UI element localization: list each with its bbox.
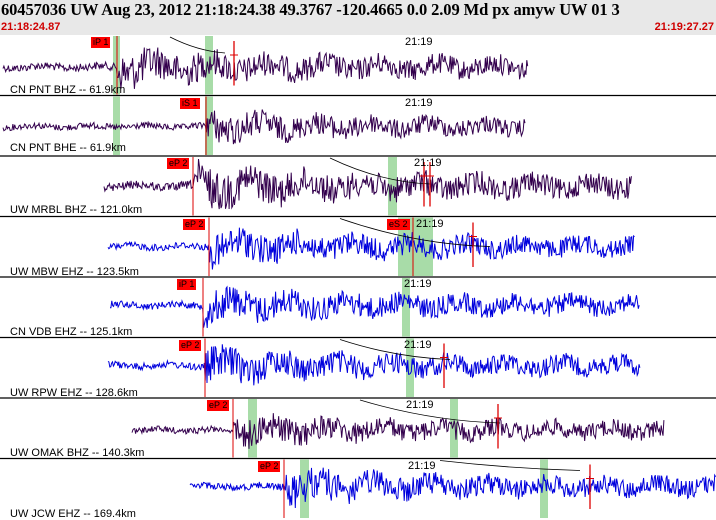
pick-flag[interactable]: eP 2 bbox=[183, 218, 206, 230]
event-header: 60457036 UW Aug 23, 2012 21:18:24.38 49.… bbox=[0, 0, 716, 35]
seismogram-trace bbox=[107, 344, 641, 386]
theoretical-arrival-curve bbox=[439, 460, 581, 471]
pick-window-band bbox=[388, 157, 397, 216]
pick-flag[interactable]: iS 1 bbox=[180, 97, 200, 109]
pick-window-band bbox=[406, 338, 414, 397]
event-title: 60457036 UW Aug 23, 2012 21:18:24.38 49.… bbox=[1, 0, 620, 19]
seismogram-trace bbox=[103, 158, 632, 210]
seismogram-trace bbox=[131, 413, 665, 449]
seismogram-trace bbox=[2, 109, 526, 145]
minute-tick-label: 21:19 bbox=[404, 278, 432, 290]
seismogram-trace bbox=[2, 47, 529, 89]
theoretical-arrival-curve bbox=[359, 399, 501, 424]
seismogram-trace bbox=[107, 227, 635, 270]
pick-window-band bbox=[398, 217, 407, 276]
theoretical-arrival-curve bbox=[339, 339, 451, 360]
minute-tick-label: 21:19 bbox=[405, 36, 433, 48]
seismogram-trace bbox=[110, 285, 640, 329]
minute-tick-label: 21:19 bbox=[404, 338, 432, 351]
pick-window-band bbox=[450, 399, 458, 458]
seismogram-panel[interactable]: 21:19 iP 1 CN PNT BHZ -- 61.9km 21:19 iS 1 CN… bbox=[0, 35, 716, 520]
start-time: 21:18:24.87 bbox=[1, 21, 61, 33]
pick-flag[interactable]: eP 2 bbox=[179, 339, 202, 351]
pick-flag[interactable]: eP 2 bbox=[167, 158, 190, 169]
theoretical-arrival-curve bbox=[169, 36, 226, 54]
station-label: CN VDB EHZ -- 125.1km bbox=[10, 326, 133, 338]
pick-window-band bbox=[205, 36, 213, 95]
station-label: UW RPW EHZ -- 128.6km bbox=[10, 386, 138, 399]
station-label: CN PNT BHE -- 61.9km bbox=[10, 141, 126, 154]
pick-flag[interactable]: iP 1 bbox=[177, 279, 197, 290]
pick-window-band bbox=[402, 278, 410, 337]
pick-flag[interactable]: eP 2 bbox=[207, 400, 230, 411]
seismogram-trace bbox=[189, 467, 716, 509]
station-label: UW MBW EHZ -- 123.5km bbox=[10, 265, 139, 278]
pick-flag[interactable]: iP 1 bbox=[91, 37, 111, 48]
pick-flag[interactable]: eS 2 bbox=[387, 218, 410, 230]
minute-tick-label: 21:19 bbox=[405, 96, 433, 109]
minute-tick-label: 21:19 bbox=[414, 157, 442, 169]
end-time: 21:19:27.27 bbox=[654, 21, 714, 33]
station-label: UW OMAK BHZ -- 140.3km bbox=[10, 447, 145, 459]
theoretical-arrival-curve bbox=[329, 157, 431, 185]
pick-window-band bbox=[540, 459, 548, 518]
waveform-canvas bbox=[0, 36, 716, 518]
station-label: CN PNT BHZ -- 61.9km bbox=[10, 84, 126, 96]
minute-tick-label: 21:19 bbox=[408, 459, 436, 472]
pick-window-band bbox=[248, 399, 257, 458]
pick-flag[interactable]: eP 2 bbox=[258, 460, 281, 472]
minute-tick-label: 21:19 bbox=[406, 399, 434, 411]
station-label: UW MRBL BHZ -- 121.0km bbox=[10, 204, 143, 216]
minute-tick-label: 21:19 bbox=[416, 217, 444, 230]
station-label: UW JCW EHZ -- 169.4km bbox=[10, 507, 136, 520]
